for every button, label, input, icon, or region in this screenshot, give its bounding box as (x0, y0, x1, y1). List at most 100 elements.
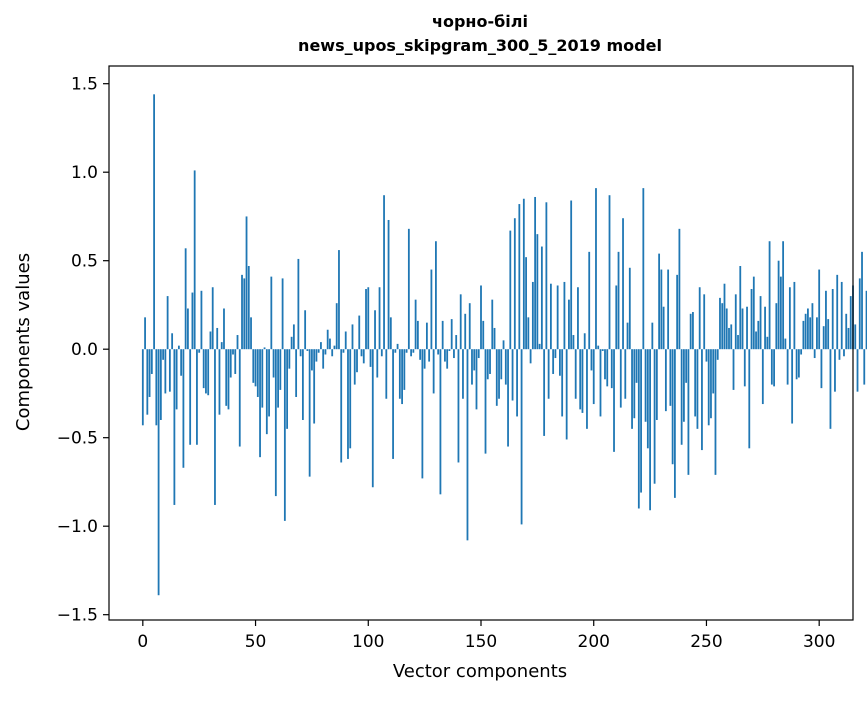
bar-component-13 (171, 333, 174, 350)
bar-component-68 (295, 349, 298, 397)
y-axis-label: Components values (13, 253, 34, 431)
bar-component-130 (435, 241, 437, 350)
bar-component-159 (500, 349, 503, 380)
bar-component-56 (268, 349, 270, 417)
bar-component-66 (290, 336, 293, 350)
bar-component-118 (407, 228, 410, 350)
bar-component-317 (856, 349, 859, 392)
bar-component-310 (840, 281, 843, 350)
bar-component-8 (159, 349, 162, 420)
bar-component-218 (633, 349, 636, 419)
y-tick-label: −1.5 (57, 606, 98, 626)
x-tick-label: 50 (245, 632, 267, 652)
bar-component-234 (669, 349, 672, 406)
bar-component-262 (732, 349, 735, 390)
bar-component-297 (811, 303, 814, 350)
bar-component-161 (504, 349, 507, 385)
bar-component-244 (692, 312, 694, 350)
bar-component-293 (802, 320, 805, 350)
x-tick-label: 300 (803, 632, 835, 652)
bar-component-101 (369, 349, 372, 367)
bar-component-107 (383, 195, 385, 350)
bar-component-30 (209, 331, 212, 350)
bar-component-97 (360, 349, 363, 357)
bar-component-110 (389, 317, 392, 350)
bar-component-176 (538, 343, 541, 350)
bar-component-48 (250, 317, 252, 350)
bar-component-227 (653, 349, 656, 484)
bar-component-223 (644, 349, 647, 422)
bar-component-34 (218, 349, 221, 415)
bar-component-204 (601, 349, 604, 351)
bar-component-253 (712, 349, 715, 394)
bar-component-149 (477, 349, 480, 359)
bar-component-233 (667, 269, 670, 350)
bar-component-84 (331, 349, 334, 357)
bar-component-171 (527, 317, 530, 350)
bar-component-119 (410, 349, 413, 357)
bar-component-250 (705, 349, 708, 362)
bar-component-112 (394, 349, 397, 353)
bar-component-47 (247, 266, 250, 350)
bar-component-124 (421, 349, 424, 479)
bar-component-125 (423, 349, 426, 369)
bar-component-205 (604, 349, 606, 380)
bar-component-274 (759, 296, 762, 350)
bar-component-307 (834, 349, 836, 392)
bar-component-16 (177, 345, 180, 350)
bar-component-239 (680, 349, 683, 445)
y-tick-label: 0.0 (71, 340, 98, 360)
bar-component-52 (259, 349, 261, 458)
bar-component-247 (698, 287, 701, 350)
bar-component-286 (786, 349, 789, 385)
bar-component-154 (489, 349, 491, 374)
bar-component-252 (710, 349, 712, 419)
bar-component-133 (441, 320, 444, 350)
bar-component-121 (414, 299, 417, 350)
bar-component-175 (536, 234, 539, 350)
bar-component-237 (676, 274, 679, 350)
bar-component-284 (782, 241, 785, 350)
bar-component-153 (486, 349, 489, 380)
bar-component-257 (721, 303, 724, 350)
x-tick-label: 100 (352, 632, 384, 652)
bar-component-116 (403, 349, 406, 390)
bar-component-117 (405, 349, 408, 353)
bar-component-120 (412, 349, 415, 353)
bar-component-280 (773, 349, 775, 387)
bar-component-248 (701, 349, 703, 451)
bar-component-102 (371, 349, 374, 488)
bar-component-98 (362, 349, 365, 364)
bar-component-143 (464, 313, 467, 350)
bar-component-24 (196, 349, 198, 445)
bar-component-302 (822, 326, 825, 350)
bar-component-106 (380, 349, 383, 357)
bar-component-91 (347, 349, 349, 459)
bar-component-17 (180, 349, 183, 376)
bar-component-217 (631, 349, 633, 429)
bar-component-32 (214, 349, 216, 505)
bar-component-46 (245, 216, 248, 350)
bar-component-137 (450, 319, 453, 350)
bar-component-138 (453, 349, 455, 359)
bar-component-113 (396, 343, 399, 350)
bar-component-168 (520, 349, 523, 525)
bar-component-208 (610, 349, 613, 389)
bar-component-79 (320, 342, 322, 350)
bar-component-298 (813, 349, 816, 359)
bar-component-305 (829, 349, 832, 429)
y-tick-label: −1.0 (57, 517, 98, 537)
bar-component-313 (847, 327, 850, 350)
bar-component-108 (385, 349, 388, 399)
bar-component-96 (358, 315, 361, 350)
bar-component-238 (678, 228, 681, 350)
bar-component-27 (202, 349, 205, 389)
bar-component-147 (473, 349, 476, 371)
bar-component-127 (428, 349, 431, 362)
bar-component-172 (529, 349, 532, 364)
y-tick-label: 1.5 (71, 75, 98, 95)
bar-component-272 (755, 331, 757, 350)
bar-component-273 (757, 320, 760, 350)
bar-component-200 (592, 349, 595, 405)
bar-component-226 (651, 322, 654, 350)
